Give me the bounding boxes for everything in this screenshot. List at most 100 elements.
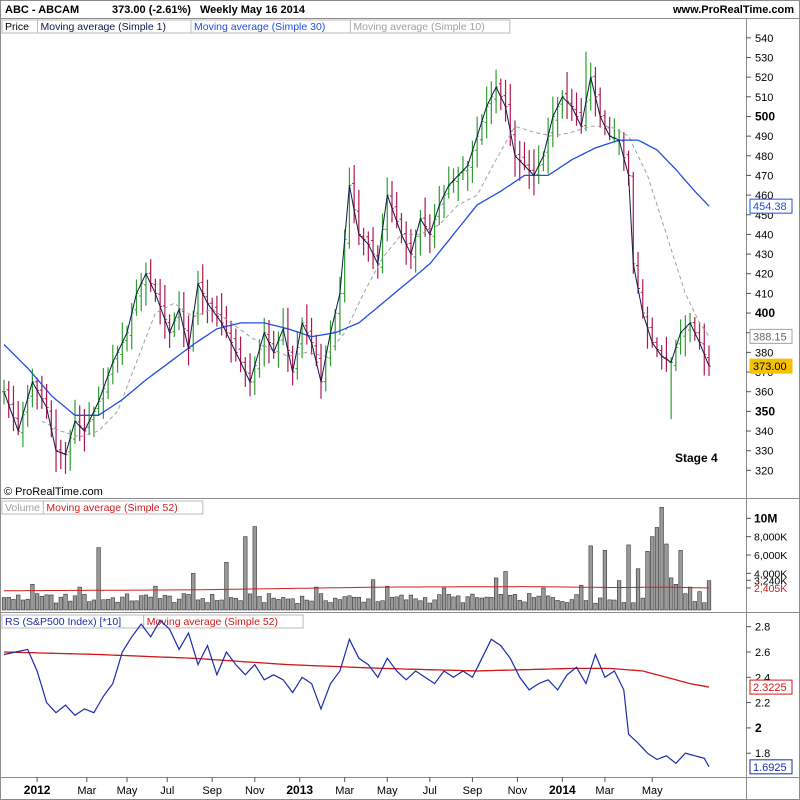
volume-bar [299, 595, 305, 611]
legend-entry: Moving average (Simple 10) [353, 21, 484, 33]
price-tick-label: 330 [755, 446, 773, 458]
price-tick-label: 490 [755, 131, 773, 143]
volume-bar [281, 597, 286, 611]
volume-bar [96, 547, 101, 611]
legend-entry: Moving average (Simple 1) [41, 21, 166, 33]
price-tick-label: 440 [755, 229, 773, 241]
volume-bar [385, 585, 390, 611]
copyright-label: © ProRealTime.com [4, 486, 103, 498]
volume-bar [555, 600, 560, 611]
volume-bar [389, 596, 395, 611]
volume-bar [276, 599, 281, 611]
volume-bar [219, 599, 224, 611]
x-axis: 2012 Mar May Jul Sep Nov 2013 Mar May Jul Sep Nov 20… [24, 777, 663, 797]
volume-bar [394, 596, 399, 611]
volume-bar [427, 602, 432, 611]
volume-bar [517, 599, 522, 611]
volume-bar [441, 587, 447, 611]
volume-bar [456, 595, 461, 611]
x-tick-label: Nov [508, 785, 528, 797]
volume-bar [143, 594, 149, 611]
volume-bar [229, 597, 234, 611]
value-badge-label: 2.3225 [753, 682, 787, 694]
volume-bar [664, 543, 669, 611]
volume-bar [470, 593, 475, 611]
volume-bar [134, 600, 139, 611]
volume-bar [139, 595, 144, 611]
volume-bar [541, 587, 546, 611]
volume-bar [356, 597, 361, 611]
price-panel: 3203303403503603703803904004104204304404… [1, 19, 793, 498]
volume-bar [30, 584, 35, 611]
volume-bar [148, 596, 153, 611]
value-badge [749, 198, 793, 214]
volume-bar [87, 601, 92, 611]
volume-bar [399, 594, 404, 611]
volume-bar [621, 602, 626, 611]
price-tick-label: 320 [755, 465, 773, 477]
volume-bar [673, 584, 678, 611]
volume-bar [678, 550, 683, 611]
volume-bar [423, 597, 428, 611]
volume-bar [446, 594, 451, 611]
rs-tick-label: 2 [755, 721, 762, 735]
volume-bar [20, 599, 26, 611]
volume-bar [72, 595, 78, 611]
volume-bar [110, 597, 115, 611]
value-badge [749, 358, 793, 374]
price-y-ticks: 3203303403503603703803904004104204304404… [746, 33, 775, 477]
volume-bar [247, 593, 253, 611]
volume-bar [546, 595, 551, 611]
volume-bar [333, 597, 338, 611]
volume-bar [224, 562, 229, 611]
volume-bar [375, 601, 380, 611]
volume-bar [309, 600, 314, 611]
volume-bars [1, 507, 712, 611]
volume-bar [503, 571, 508, 611]
volume-bar [418, 600, 423, 611]
volume-bar [493, 577, 499, 611]
volume-bar [617, 580, 622, 611]
price-tick-label: 400 [755, 306, 775, 320]
volume-bar [659, 507, 664, 611]
volume-bar [238, 600, 243, 611]
volume-bar [101, 599, 106, 611]
volume-bar [328, 602, 333, 611]
rs-tick-label: 2.2 [755, 698, 770, 710]
x-tick-label: May [377, 785, 398, 797]
x-tick-label: 2013 [286, 783, 313, 797]
volume-bar [304, 599, 309, 611]
volume-bar [692, 601, 697, 611]
rs-legend: RS (S&P500 Index) [*10] Moving average (S… [1, 614, 304, 629]
rs-tick-label: 2.8 [755, 622, 770, 634]
volume-bar [214, 600, 220, 611]
volume-bar [465, 596, 470, 611]
volume-bar [58, 596, 63, 611]
x-tick-label: Mar [77, 785, 96, 797]
volume-bar [337, 599, 343, 611]
volume-bar [683, 593, 688, 611]
volume-bar [498, 594, 503, 611]
volume-bar [77, 586, 82, 611]
volume-bar [489, 596, 494, 611]
volume-bar [697, 591, 702, 611]
volume-bar [181, 593, 186, 611]
x-tick-label: Jul [423, 785, 437, 797]
ma10-line [41, 125, 710, 438]
stage-annotation: Stage 4 [675, 451, 718, 465]
volume-bar [266, 593, 272, 611]
rs-panel: 1.822.22.42.62.8 RS (S&P500 Index) [*10]… [1, 614, 793, 775]
x-tick-label: 2014 [549, 783, 576, 797]
volume-bar [361, 601, 366, 611]
volume-tick-label: 2,405K [754, 583, 787, 595]
volume-bar [176, 598, 182, 611]
volume-legend: Volume Moving average (Simple 52) [1, 500, 204, 515]
volume-bar [702, 602, 707, 611]
price-tick-label: 350 [755, 404, 775, 418]
volume-bar [370, 579, 376, 611]
volume-bar [631, 602, 636, 611]
price-tick-label: 410 [755, 288, 773, 300]
volume-ma52-line [3, 586, 710, 592]
volume-bar [404, 599, 409, 611]
